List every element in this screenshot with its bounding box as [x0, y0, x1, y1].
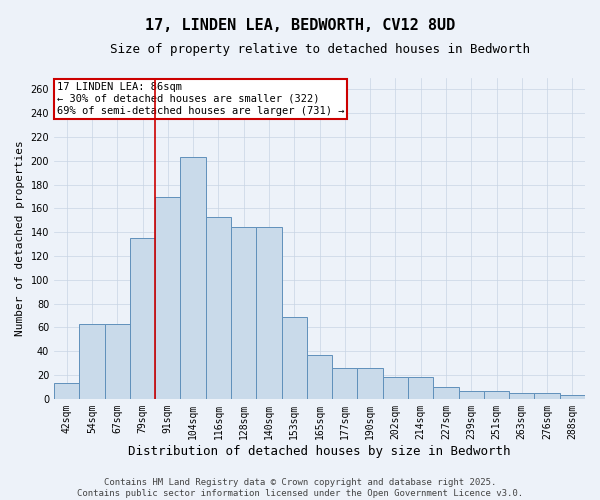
Bar	[79, 324, 104, 399]
Text: 17, LINDEN LEA, BEDWORTH, CV12 8UD: 17, LINDEN LEA, BEDWORTH, CV12 8UD	[145, 18, 455, 32]
Y-axis label: Number of detached properties: Number of detached properties	[15, 140, 25, 336]
Bar	[383, 378, 408, 399]
Bar	[256, 228, 281, 399]
Bar	[104, 324, 130, 399]
Bar	[130, 238, 155, 399]
Bar	[231, 228, 256, 399]
Text: Contains HM Land Registry data © Crown copyright and database right 2025.
Contai: Contains HM Land Registry data © Crown c…	[77, 478, 523, 498]
Bar	[206, 216, 231, 399]
X-axis label: Distribution of detached houses by size in Bedworth: Distribution of detached houses by size …	[128, 444, 511, 458]
Bar	[408, 378, 433, 399]
Bar	[535, 393, 560, 399]
Bar	[54, 384, 79, 399]
Bar	[433, 387, 458, 399]
Title: Size of property relative to detached houses in Bedworth: Size of property relative to detached ho…	[110, 42, 530, 56]
Bar	[484, 390, 509, 399]
Bar	[181, 157, 206, 399]
Bar	[155, 196, 181, 399]
Bar	[281, 316, 307, 399]
Bar	[358, 368, 383, 399]
Bar	[509, 393, 535, 399]
Bar	[458, 390, 484, 399]
Bar	[560, 396, 585, 399]
Bar	[332, 368, 358, 399]
Bar	[307, 355, 332, 399]
Text: 17 LINDEN LEA: 86sqm
← 30% of detached houses are smaller (322)
69% of semi-deta: 17 LINDEN LEA: 86sqm ← 30% of detached h…	[56, 82, 344, 116]
